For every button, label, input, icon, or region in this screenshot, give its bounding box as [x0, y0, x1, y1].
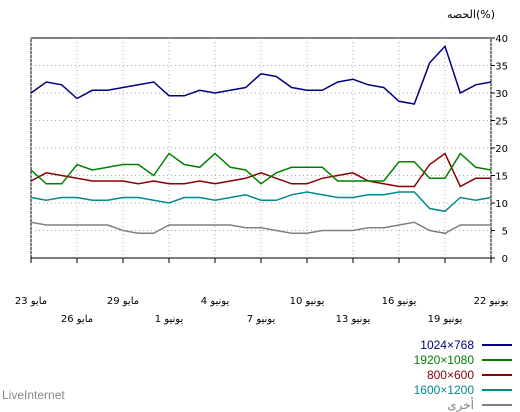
x-tick-label: 13 يونيو [336, 314, 371, 325]
legend-item: 800×600 [427, 368, 512, 382]
brand-label: LiveInternet [2, 388, 65, 402]
y-tick-label: 30 [495, 89, 508, 100]
x-tick-label: 29 مايو [107, 296, 139, 307]
series-line [30, 152, 491, 188]
x-tick-label: 23 مايو [15, 296, 47, 307]
x-tick-label: 22 يونيو [474, 296, 509, 307]
legend-item: أخرى [447, 398, 512, 412]
legend-item: 1024×768 [420, 338, 512, 352]
y-tick-label: 40 [495, 34, 508, 45]
y-tick-label: 5 [502, 227, 508, 238]
x-tick-label: 7 يونيو [247, 314, 276, 325]
x-tick-label: 10 يونيو [290, 296, 325, 307]
series-line [30, 221, 491, 235]
legend-label: 1024×768 [420, 338, 474, 352]
y-ticks: 0 5 10 15 20 25 30 35 40 [491, 34, 508, 265]
legend-swatch [482, 374, 512, 376]
legend-swatch [482, 404, 512, 406]
y-tick-label: 15 [495, 172, 508, 183]
x-tick-label: 19 يونيو [428, 314, 463, 325]
y-tick-label: 25 [495, 117, 508, 128]
y-axis-label: الحصه(%) [447, 8, 495, 21]
y-tick-label: 10 [495, 199, 508, 210]
series-line [30, 44, 492, 105]
series-lines [30, 44, 492, 235]
x-tick-label: 26 مايو [61, 314, 93, 325]
legend-label: 800×600 [426, 368, 474, 382]
series-line [30, 191, 492, 213]
x-tick-label: 16 يونيو [382, 296, 417, 307]
legend-label: 1920×1080 [413, 353, 474, 367]
y-tick-label: 0 [502, 254, 508, 265]
legend-swatch [482, 359, 512, 361]
legend-swatch [482, 344, 512, 346]
y-tick-label: 35 [495, 62, 508, 73]
legend-swatch [482, 389, 512, 391]
x-tick-label: 4 يونيو [201, 296, 230, 307]
y-tick-label: 20 [495, 144, 508, 155]
legend-item: 1920×1080 [414, 353, 512, 367]
legend-item: 1600×1200 [414, 383, 512, 397]
x-ticks: 22 يونيو 16 يونيو 10 يونيو 4 يونيو 29 مايو 23… [15, 258, 509, 325]
series-line [30, 152, 492, 185]
x-tick-label: 1 يونيو [155, 314, 184, 325]
legend-label: أخرى [447, 398, 474, 412]
legend-label: 1600×1200 [413, 383, 474, 397]
